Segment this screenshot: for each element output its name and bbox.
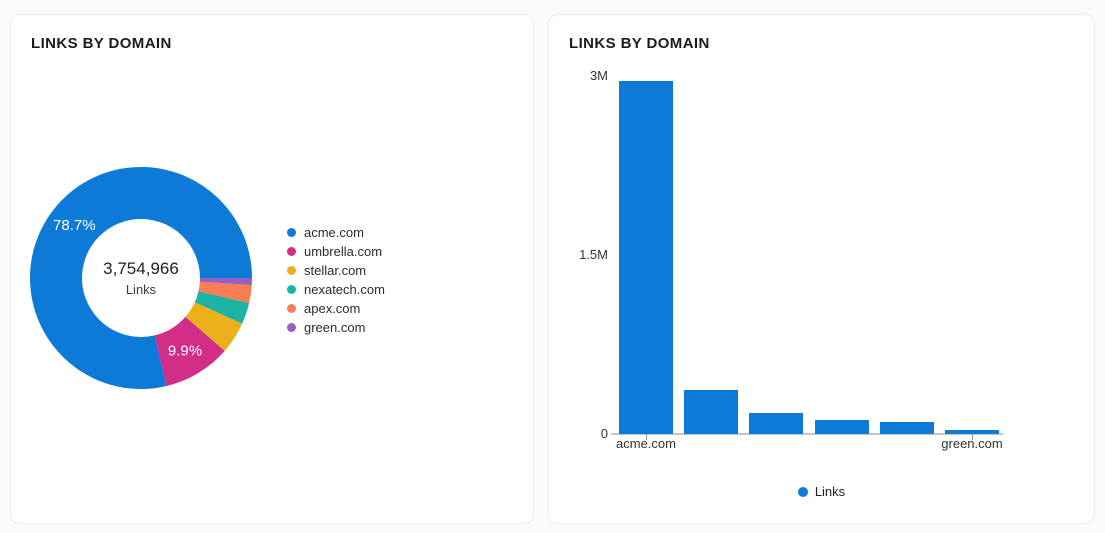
x-axis-tick-acme.com — [645, 434, 647, 440]
bar-stellar.com[interactable] — [749, 413, 804, 434]
donut-chart: 78.7% 9.9% — [30, 166, 252, 389]
legend-dot-umbrella.com — [287, 247, 296, 256]
x-axis-label-green.com: green.com — [941, 436, 1003, 451]
bar-umbrella.com[interactable] — [684, 389, 739, 434]
bar-chart: acme.com green.com 0 1.5M 3M — [549, 15, 1094, 523]
links-by-domain-pie-card: LINKS BY DOMAIN 78.7% 9.9% 3,754,966 Link… — [10, 14, 534, 524]
bar-nexatech.com[interactable] — [814, 420, 869, 434]
bar-green.com[interactable] — [945, 429, 999, 434]
pie-legend: acme.com umbrella.com stellar.com nexatech.… — [287, 223, 385, 337]
pie-slice-perc(label)-acme.com: 78.7% — [53, 217, 96, 234]
pie-slice-nexatech.com[interactable] — [194, 291, 250, 324]
pie-slice-apex.com[interactable] — [198, 281, 252, 304]
y-axis-label-1.5M: 1.5M — [579, 247, 608, 262]
legend-dot-apex.com — [287, 304, 296, 313]
pie-card-title: LINKS BY DOMAIN — [31, 35, 172, 52]
legend-dot-links — [797, 486, 808, 497]
legend-label-green.com: green.com — [304, 320, 366, 335]
donut-center-label: 3,754,966 Links — [103, 259, 179, 297]
bar-card-title: LINKS BY DOMAIN — [569, 35, 710, 52]
donut-total-value: 3,754,966 — [103, 259, 179, 278]
legend-label-umbrella.com: umbrella.com — [304, 244, 383, 259]
pie-slice-perc(label)-umbrella.com: 9.9% — [168, 342, 202, 359]
y-axis-label-3M: 3M — [589, 68, 608, 83]
legend-dot-acme.com — [287, 228, 296, 237]
legend-label-stellar.com: stellar.com — [304, 263, 367, 278]
donut-total-units: Links — [125, 282, 157, 297]
pie-slice-stellar.com[interactable] — [185, 302, 243, 351]
pie-legend-item-stellar.com[interactable]: stellar.com — [287, 261, 385, 280]
pie-legend-item-nexatech.com[interactable]: nexatech.com — [287, 280, 385, 299]
pie-legend-item-acme.com[interactable]: acme.com — [287, 223, 385, 242]
pie-legend-item-umbrella.com[interactable]: umbrella.com — [287, 242, 385, 261]
legend-label-apex.com: apex.com — [304, 301, 361, 316]
x-axis-tick-green.com — [971, 434, 973, 440]
legend-dot-green.com — [287, 323, 296, 332]
legend-label-nexatech.com: nexatech.com — [304, 282, 385, 297]
x-axis-label-acme.com: acme.com — [616, 436, 676, 451]
y-axis-label-0: 0 — [600, 426, 608, 441]
pie-slice-green.com[interactable] — [199, 278, 252, 286]
legend-dot-stellar.com — [287, 266, 296, 275]
links-by-domain-bar-card: LINKS BY DOMAIN acme.com green.com 0 1.5M 3M… — [548, 14, 1095, 524]
pie-slice-acme.com[interactable] — [30, 166, 252, 389]
bar-legend-item-links[interactable]: Links — [549, 484, 1094, 499]
bar-apex.com[interactable] — [879, 422, 934, 434]
pie-slice-umbrella.com[interactable] — [154, 316, 225, 387]
legend-label-acme.com: acme.com — [304, 225, 364, 240]
pie-legend-item-apex.com[interactable]: apex.com — [287, 299, 385, 318]
legend-dot-nexatech.com — [287, 285, 296, 294]
legend-label-links: Links — [814, 484, 846, 499]
pie-legend-item-green.com[interactable]: green.com — [287, 318, 385, 337]
x-axis-line — [611, 433, 1003, 435]
bar-acme.com[interactable] — [619, 81, 673, 434]
